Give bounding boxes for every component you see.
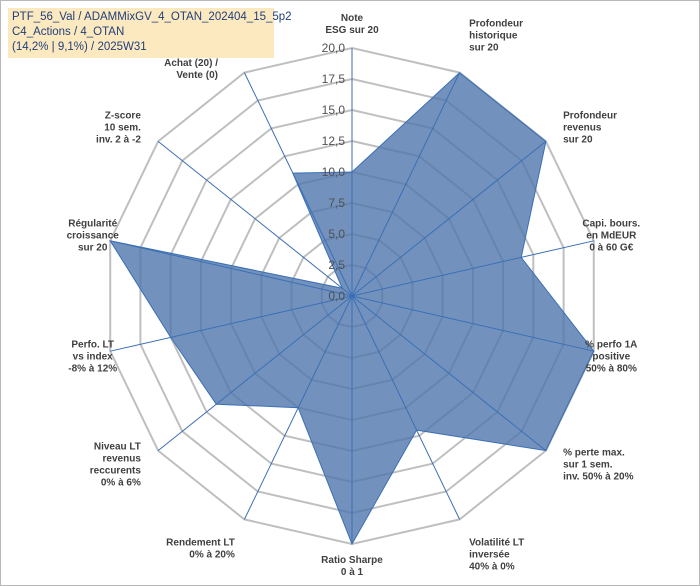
- axis-spoke: [243, 295, 353, 520]
- axis-label-line: Perfo. LT: [71, 340, 114, 351]
- axis-label-line: Profondeur: [563, 111, 617, 122]
- axis-label-line: -8% à 12%: [68, 364, 117, 375]
- axis-label: Profondeur historique sur 20: [469, 19, 523, 54]
- axis-label-line: Vente (0): [176, 70, 218, 81]
- axis-label-line: en MdEUR: [586, 231, 637, 242]
- axis-label-line: revenus: [563, 123, 602, 134]
- axis-label: Volatilité LT inversée 40% à 0%: [469, 537, 524, 572]
- axis-spoke: [110, 295, 353, 352]
- axis-label: % perfo 1A positive 50% à 80%: [585, 340, 637, 375]
- tick-label: 20,0: [322, 41, 346, 55]
- axis-label-line: Note: [341, 13, 364, 24]
- axis-label-line: inv. 50% à 20%: [563, 471, 634, 482]
- axis-spoke: [351, 240, 594, 297]
- axis-label-line: Régularité: [68, 219, 117, 230]
- axis-spoke: [157, 141, 353, 297]
- axis-label-line: Rendement LT: [166, 537, 235, 548]
- axis-label-line: vs index: [73, 352, 113, 363]
- tick-label: 12,5: [322, 134, 346, 148]
- radar-axes: [110, 48, 594, 544]
- axis-label-line: reccurents: [90, 465, 142, 476]
- axis-label-line: sur 20: [469, 43, 499, 54]
- axis-label-line: 50% à 80%: [586, 364, 637, 375]
- tick-label: 2,5: [328, 258, 345, 272]
- axis-label-line: sur 20: [78, 243, 108, 254]
- axis-label-line: Z-score: [105, 111, 142, 122]
- axis-label-line: sur 20: [563, 135, 593, 146]
- axis-label: Rendement LT 0% à 20%: [166, 537, 235, 560]
- axis-label: % perte max. sur 1 sem. inv. 50% à 20%: [563, 447, 634, 482]
- axis-label-line: Profondeur: [469, 19, 523, 30]
- title-line-1: PTF_56_Val / ADAMMixGV_4_OTAN_202404_15_…: [12, 11, 292, 23]
- axis-label-line: Capi. bours.: [582, 219, 640, 230]
- axis-label-line: inversée: [469, 549, 510, 560]
- axis-spoke: [351, 295, 547, 451]
- axis-label: Perfo. LT vs index -8% à 12%: [68, 340, 117, 375]
- axis-label: Note ESG sur 20: [325, 13, 379, 36]
- axis-label-line: 0% à 20%: [189, 549, 235, 560]
- chart-title-box: PTF_56_Val / ADAMMixGV_4_OTAN_202404_15_…: [8, 8, 292, 58]
- tick-label: 15,0: [322, 103, 346, 117]
- axis-label-line: % perfo 1A: [585, 340, 637, 351]
- axis-spoke: [351, 295, 461, 520]
- axis-spoke: [243, 72, 353, 297]
- axis-label-line: sur 1 sem.: [563, 459, 613, 470]
- title-line-3: (14,2% | 9,1%) / 2025W31: [12, 41, 147, 53]
- tick-label: 7,5: [328, 196, 345, 210]
- axis-label-line: % perte max.: [563, 447, 625, 458]
- axis-label: Ratio Sharpe 0 à 1: [321, 555, 383, 578]
- axis-label-line: croissance: [67, 231, 120, 242]
- axis-label-line: revenus: [103, 453, 142, 464]
- axis-spoke: [351, 72, 461, 297]
- axis-label-line: Niveau LT: [94, 441, 141, 452]
- axis-label-line: positive: [592, 352, 630, 363]
- axis-label-line: Volatilité LT: [469, 537, 524, 548]
- axis-label-line: 0% à 6%: [101, 477, 141, 488]
- axis-label: Régularité croissance sur 20: [67, 219, 120, 254]
- tick-label: 0,0: [328, 289, 345, 303]
- tick-label: 17,5: [322, 72, 346, 86]
- tick-label: 5,0: [328, 227, 345, 241]
- axis-label: Niveau LT revenus reccurents 0% à 6%: [90, 441, 142, 488]
- axis-label-line: historique: [469, 31, 518, 42]
- axis-label-line: Ratio Sharpe: [321, 555, 383, 566]
- axis-spoke: [351, 141, 547, 297]
- axis-spoke: [351, 295, 594, 352]
- axis-spoke: [110, 240, 353, 297]
- axis-label-line: ESG sur 20: [325, 25, 379, 36]
- axis-label-line: 10 sem.: [104, 123, 141, 134]
- axis-label-line: 0 à 60 G€: [589, 243, 633, 254]
- axis-label-line: inv. 2 à -2: [96, 135, 141, 146]
- tick-label: 10,0: [322, 165, 346, 179]
- axis-label: Profondeur revenus sur 20: [563, 111, 617, 146]
- title-line-2: C4_Actions / 4_OTAN: [12, 26, 125, 38]
- axis-spoke: [157, 295, 353, 451]
- axis-label-line: Achat (20) /: [164, 58, 218, 69]
- axis-label: Capi. bours. en MdEUR 0 à 60 G€: [582, 219, 640, 254]
- axis-label-line: 0 à 1: [341, 567, 364, 578]
- radar-tick-labels: 0,0 2,5 5,0 7,5 10,0 12,5 15,0 17,5 20,0: [322, 41, 346, 303]
- axis-label: Z-score 10 sem. inv. 2 à -2: [96, 111, 141, 146]
- axis-label-line: 40% à 0%: [469, 561, 515, 572]
